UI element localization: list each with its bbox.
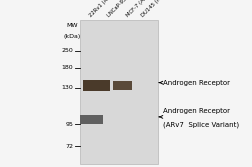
Text: 22Rv1 (AR + ARv7 +): 22Rv1 (AR + ARv7 +): [88, 0, 133, 18]
Text: MCF-7 (AR -): MCF-7 (AR -): [125, 0, 152, 18]
Text: LNCaP-95 (AR + ARv7 +): LNCaP-95 (AR + ARv7 +): [106, 0, 156, 18]
Text: Androgen Receptor: Androgen Receptor: [163, 108, 229, 114]
Bar: [80, 115, 103, 124]
Text: 130: 130: [61, 85, 73, 90]
Text: Androgen Receptor: Androgen Receptor: [163, 80, 229, 86]
Text: (kDa): (kDa): [63, 34, 80, 39]
Text: 72: 72: [65, 144, 73, 149]
Text: (ARv7  Splice Variant): (ARv7 Splice Variant): [163, 122, 238, 128]
Text: MW: MW: [66, 23, 78, 28]
Bar: [79, 20, 158, 164]
Bar: [83, 80, 110, 91]
Text: 250: 250: [61, 48, 73, 53]
Bar: [113, 80, 132, 90]
Text: 95: 95: [65, 122, 73, 127]
Text: DU145 (AR -): DU145 (AR -): [140, 0, 168, 18]
Text: 180: 180: [61, 65, 73, 70]
